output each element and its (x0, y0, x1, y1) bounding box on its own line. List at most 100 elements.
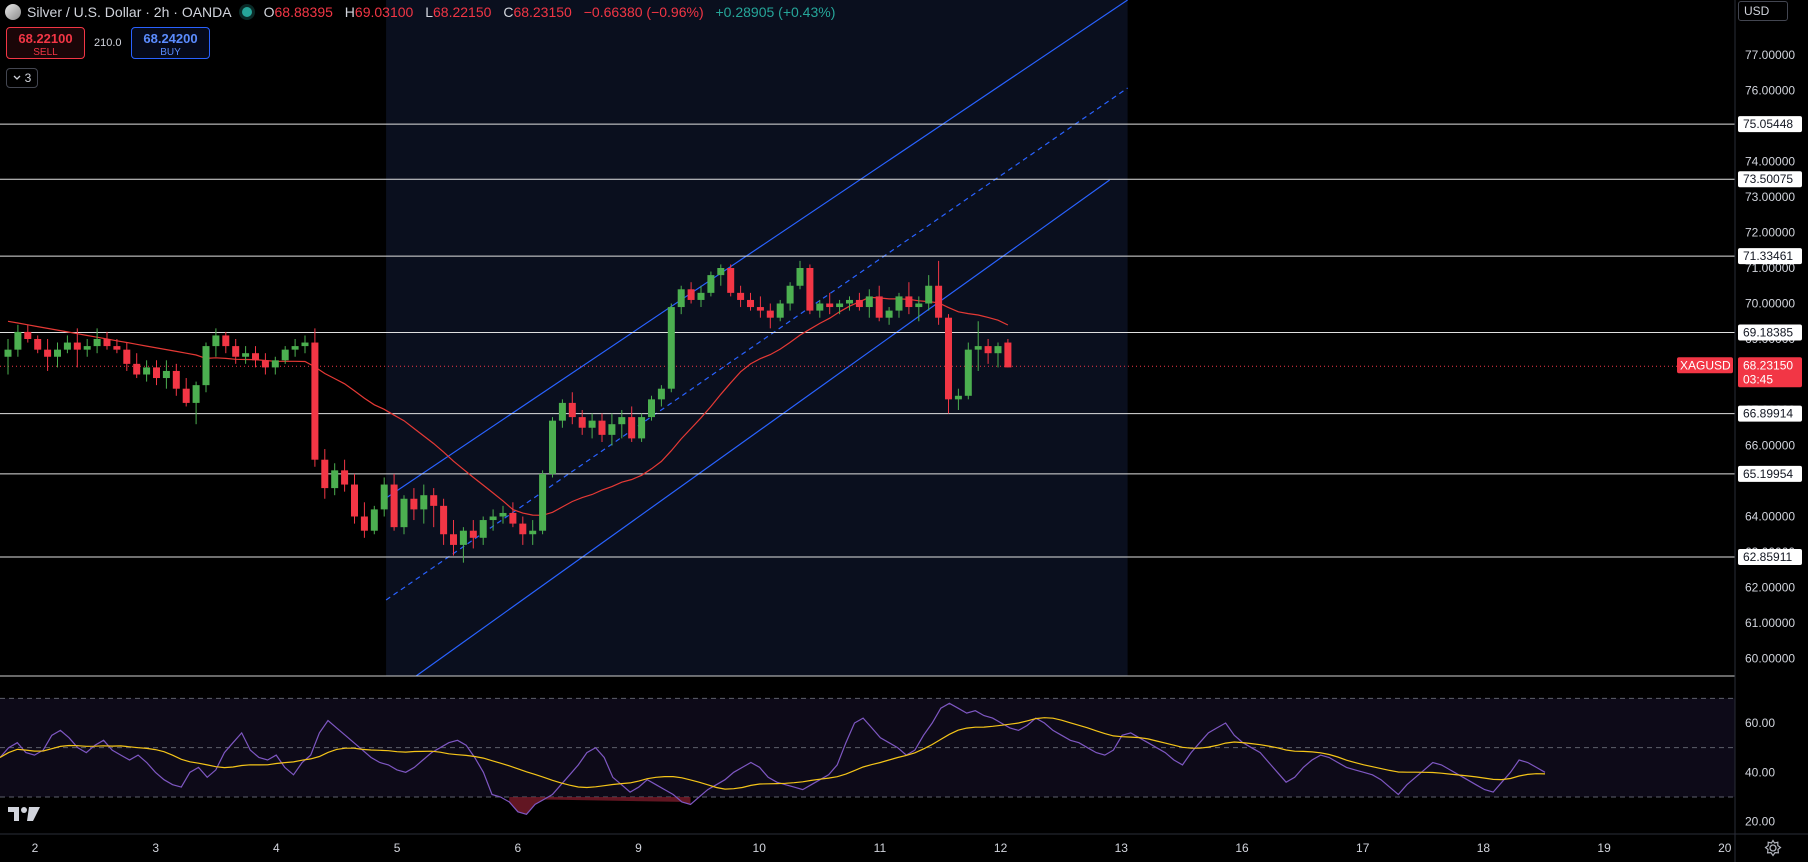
candle-body (380, 484, 388, 510)
level-price-text: 73.50075 (1743, 172, 1793, 186)
candle-body (469, 530, 477, 538)
candle-59 (588, 413, 596, 439)
candle-body (103, 339, 111, 347)
candle-35 (351, 473, 358, 524)
candle-87 (865, 289, 873, 318)
market-status-icon[interactable] (241, 7, 252, 17)
candle-body (648, 399, 655, 418)
currency-selector[interactable]: USD (1738, 1, 1788, 21)
time-tick-label: 20 (1718, 841, 1732, 855)
candle-body (143, 367, 151, 375)
candle-body (93, 339, 101, 347)
candle-body (390, 484, 398, 528)
candle-69 (687, 282, 695, 304)
symbol-tag (1677, 357, 1733, 374)
indicators-toggle-button[interactable]: 3 (6, 68, 38, 88)
price-tick-label: 72.00000 (1745, 226, 1795, 240)
candle-36 (360, 502, 368, 538)
candle-27 (271, 356, 279, 375)
candle-48 (479, 516, 487, 545)
rsi-ma-line (0, 717, 1546, 790)
channel-lower-line (415, 179, 1110, 677)
candle-body (677, 289, 685, 308)
time-tick-label: 19 (1597, 841, 1611, 855)
candle-body (459, 530, 467, 545)
candle-body (331, 470, 339, 489)
candle-57 (568, 392, 576, 425)
candle-body (261, 360, 269, 368)
candle-81 (806, 264, 814, 315)
level-price-text: 69.18385 (1743, 325, 1793, 339)
candle-body (162, 370, 170, 379)
candle-23 (232, 339, 240, 364)
level-price-tag (1738, 465, 1802, 482)
candle-61 (608, 413, 616, 446)
rsi-tick-label: 60.00 (1745, 716, 1775, 730)
time-tick-label: 12 (994, 841, 1008, 855)
candle-body (846, 299, 853, 304)
price-tick-label: 73.00000 (1745, 190, 1795, 204)
regression-channel[interactable] (385, 0, 1128, 677)
candle-4 (44, 339, 52, 371)
candle-body (430, 495, 438, 506)
settings-gear-icon[interactable] (1764, 839, 1782, 857)
candle-47 (469, 520, 477, 549)
candle-63 (628, 406, 636, 442)
candle-body (549, 420, 556, 474)
level-price-text: 66.89914 (1743, 407, 1793, 421)
candle-67 (667, 303, 675, 393)
candle-body (935, 285, 943, 318)
symbol-title[interactable]: Silver / U.S. Dollar · 2h · OANDA (27, 4, 232, 20)
candlesticks (4, 260, 1012, 563)
price-tick-label: 70.00000 (1745, 297, 1795, 311)
candle-body (113, 346, 121, 350)
low-value: 68.22150 (433, 4, 492, 20)
candle-body (816, 303, 824, 311)
candle-body (489, 516, 497, 521)
time-axis[interactable]: 2 3 4 5 6 9 10 11 12 13 16 17 18 19 20 (0, 833, 1808, 855)
candle-86 (855, 292, 863, 311)
tradingview-logo-icon[interactable] (8, 805, 42, 823)
time-tick-label: 3 (152, 841, 159, 855)
level-price-tag (1738, 248, 1802, 265)
candle-body (905, 296, 913, 308)
extended-change-value: +0.28905 (+0.43%) (715, 4, 836, 20)
candle-body (964, 349, 972, 396)
candle-body (232, 346, 240, 357)
candle-body (954, 395, 962, 400)
buy-button[interactable]: 68.24200 BUY (131, 27, 210, 59)
candle-body (588, 420, 596, 428)
candle-40 (400, 495, 408, 535)
candle-body (34, 339, 42, 350)
candle-49 (489, 509, 497, 531)
candle-12 (123, 342, 131, 371)
sell-button[interactable]: 68.22100 SELL (6, 27, 85, 59)
candle-body (925, 285, 933, 304)
time-tick-label: 4 (273, 841, 280, 855)
candle-34 (341, 459, 349, 492)
silver-symbol-icon (5, 4, 21, 20)
candle-body (73, 342, 81, 350)
symbol-tag-text: XAGUSD (1680, 358, 1731, 372)
moving-average-line (7, 296, 1009, 516)
candle-body (499, 512, 507, 517)
candle-body (885, 310, 893, 318)
channel-upper-line (385, 0, 1128, 499)
candle-50 (499, 505, 507, 524)
candle-91 (905, 282, 913, 315)
sell-price: 68.22100 (18, 31, 73, 46)
candle-41 (410, 488, 418, 521)
candle-33 (331, 463, 339, 496)
time-tick-label: 9 (635, 841, 642, 855)
candle-body (697, 292, 705, 300)
candle-body (578, 417, 586, 428)
candle-14 (143, 360, 151, 382)
buy-price: 68.24200 (143, 31, 198, 46)
candle-45 (450, 520, 457, 556)
candle-body (420, 495, 428, 510)
candle-18 (182, 378, 190, 407)
candle-body (509, 512, 517, 524)
level-price-text: 62.85911 (1743, 550, 1792, 564)
horizontal-levels[interactable] (0, 123, 1735, 677)
